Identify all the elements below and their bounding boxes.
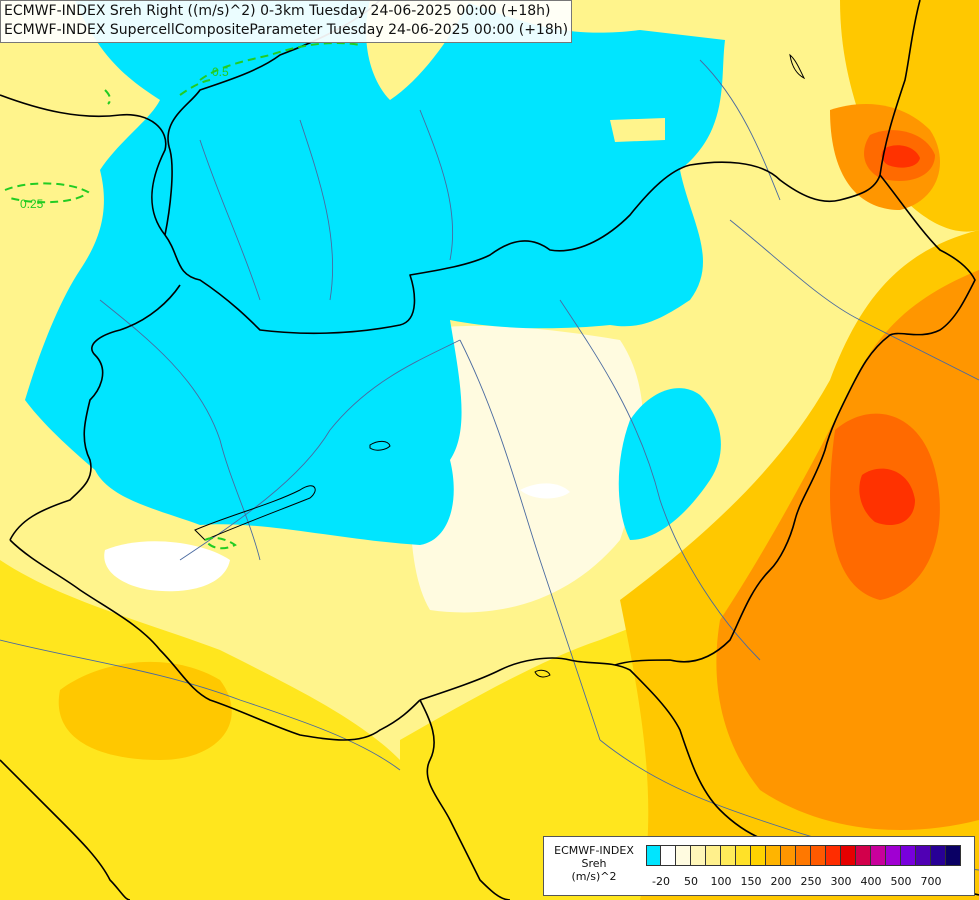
map-title-line-1: ECMWF-INDEX Sreh Right ((m/s)^2) 0-3km T… <box>4 3 551 19</box>
legend-swatch <box>691 845 706 866</box>
legend-ticks: -20 50 100 150 200 250 300 400 500 700 <box>644 875 974 889</box>
white-spot-center <box>520 483 570 499</box>
lake-small <box>534 669 551 678</box>
contour-label: 0.5 <box>212 65 229 79</box>
contour-line <box>104 89 112 105</box>
legend-swatch <box>766 845 781 866</box>
color-legend: ECMWF-INDEX Sreh (m/s)^2 -20 50 100 150 200 2… <box>543 836 975 896</box>
river-line <box>729 219 979 381</box>
river-line <box>419 109 454 261</box>
legend-swatch <box>811 845 826 866</box>
rivers <box>0 59 979 871</box>
red-east-field <box>859 468 915 526</box>
legend-title-line-2: Sreh <box>581 857 607 870</box>
contour-line <box>4 182 90 204</box>
legend-tick-label: 200 <box>770 875 792 888</box>
pale-center-field <box>410 325 644 613</box>
legend-tick-label: 300 <box>830 875 852 888</box>
map-title-box: ECMWF-INDEX Sreh Right ((m/s)^2) 0-3km T… <box>0 0 573 43</box>
legend-title-line-1: ECMWF-INDEX <box>554 844 634 857</box>
border-line <box>9 539 421 741</box>
legend-swatch <box>901 845 916 866</box>
lake-small <box>369 440 391 451</box>
river-line <box>559 299 761 661</box>
legend-swatch <box>796 845 811 866</box>
legend-tick-label: 400 <box>860 875 882 888</box>
legend-swatch <box>841 845 856 866</box>
legend-tick-label: 250 <box>800 875 822 888</box>
legend-tick-label: 100 <box>710 875 732 888</box>
lakes <box>194 53 806 678</box>
legend-swatch <box>856 845 871 866</box>
legend-swatch <box>661 845 676 866</box>
lake-small <box>789 53 806 80</box>
border-line <box>879 0 921 176</box>
river-line <box>179 339 461 561</box>
border-line <box>9 284 181 541</box>
lake-balaton <box>194 485 316 541</box>
border-line <box>0 759 131 900</box>
river-line <box>199 139 261 301</box>
legend-swatch <box>736 845 751 866</box>
pale-notch-northeast <box>610 118 665 142</box>
legend-title-line-3: (m/s)^2 <box>571 870 617 883</box>
legend-swatch <box>781 845 796 866</box>
contours <box>4 42 361 550</box>
red-northeast-field <box>881 145 920 168</box>
contour-label: 0.25 <box>20 197 44 211</box>
legend-swatch <box>676 845 691 866</box>
cyan-east-field <box>618 388 721 540</box>
river-line <box>0 639 401 771</box>
map-title-line-2: ECMWF-INDEX SupercellCompositeParameter … <box>4 22 569 38</box>
river-line <box>459 339 601 741</box>
river-line <box>299 119 334 301</box>
legend-swatch <box>946 845 961 866</box>
river-line <box>99 299 261 561</box>
legend-swatch <box>871 845 886 866</box>
border-line <box>614 174 976 666</box>
orange-southwest-field <box>58 661 232 760</box>
border-line <box>0 94 881 335</box>
legend-swatch <box>706 845 721 866</box>
river-line <box>699 59 781 201</box>
legend-tick-label: 50 <box>684 875 698 888</box>
legend-swatches <box>646 845 961 866</box>
contour-labels: 0.5 0.25 <box>20 65 229 211</box>
legend-title: ECMWF-INDEX Sreh (m/s)^2 <box>546 844 642 883</box>
legend-swatch <box>751 845 766 866</box>
legend-tick-label: 150 <box>740 875 762 888</box>
legend-tick-label: 700 <box>920 875 942 888</box>
contour-line <box>204 536 237 550</box>
white-patch-field <box>104 541 230 592</box>
legend-swatch <box>646 845 661 866</box>
legend-swatch <box>721 845 736 866</box>
legend-swatch <box>826 845 841 866</box>
border-line <box>419 657 781 846</box>
contour-line <box>179 79 211 96</box>
border-line <box>419 699 511 900</box>
cyan-north-field <box>25 0 725 545</box>
legend-swatch <box>916 845 931 866</box>
legend-swatch <box>931 845 946 866</box>
legend-swatch <box>886 845 901 866</box>
legend-tick-label: 500 <box>890 875 912 888</box>
legend-tick-label: -20 <box>652 875 670 888</box>
